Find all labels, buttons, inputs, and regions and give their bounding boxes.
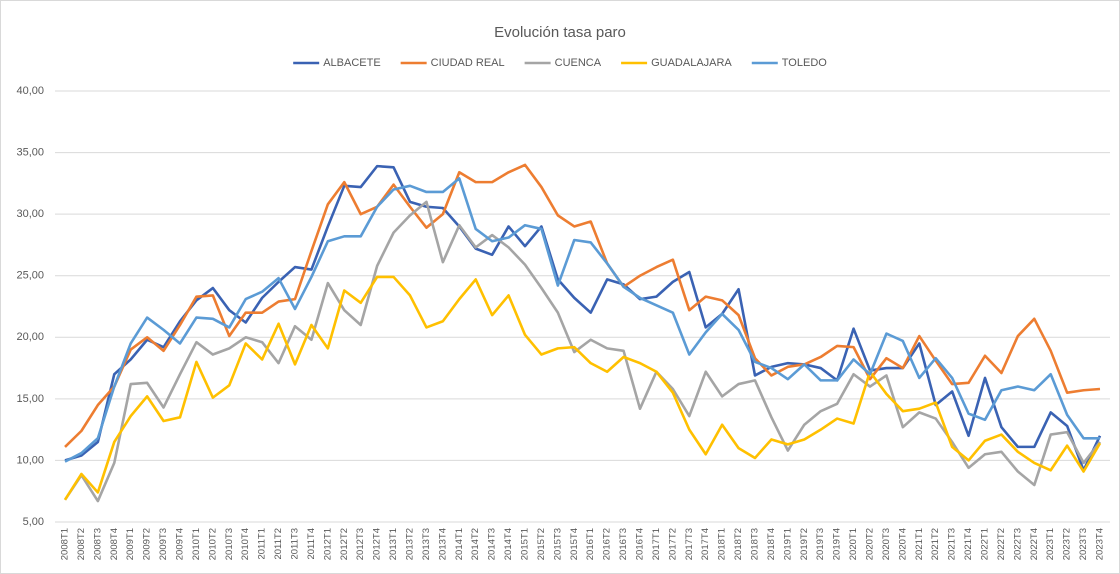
- legend-label: CIUDAD REAL: [431, 57, 505, 69]
- x-tick-label: 2010T2: [207, 528, 218, 560]
- x-tick-label: 2015T1: [520, 528, 531, 560]
- x-tick-label: 2016T2: [602, 528, 613, 560]
- x-tick-label: 2014T1: [454, 528, 465, 560]
- x-tick-label: 2019T3: [815, 528, 826, 560]
- y-tick-label: 20,00: [16, 331, 44, 343]
- series-line: [64, 164, 1102, 472]
- y-tick-label: 30,00: [16, 208, 44, 220]
- x-tick-label: 2009T1: [125, 528, 136, 560]
- x-tick-label: 2011T2: [273, 528, 284, 560]
- y-tick-label: 40,00: [16, 85, 44, 97]
- x-tick-label: 2008T1: [60, 528, 71, 560]
- x-tick-label: 2009T2: [142, 528, 153, 560]
- x-tick-label: 2012T4: [372, 528, 383, 560]
- x-tick-label: 2017T3: [684, 528, 695, 560]
- x-tick-label: 2011T1: [257, 528, 268, 560]
- x-tick-label: 2010T4: [240, 528, 251, 560]
- x-tick-label: 2018T4: [766, 528, 777, 560]
- x-tick-label: 2015T2: [536, 528, 547, 560]
- x-tick-label: 2010T3: [224, 528, 235, 560]
- series-line: [64, 177, 1100, 463]
- x-tick-label: 2021T3: [947, 528, 958, 560]
- x-tick-label: 2019T4: [832, 528, 843, 560]
- x-tick-label: 2018T2: [733, 528, 744, 560]
- y-tick-label: 10,00: [16, 454, 44, 466]
- x-tick-label: 2012T1: [322, 528, 333, 560]
- x-tick-label: 2021T1: [914, 528, 925, 560]
- x-tick-label: 2018T1: [717, 528, 728, 560]
- x-tick-label: 2009T3: [158, 528, 169, 560]
- legend-label: GUADALAJARA: [651, 57, 732, 69]
- x-tick-label: 2018T3: [750, 528, 761, 560]
- x-tick-label: 2020T4: [897, 528, 908, 560]
- x-tick-label: 2013T2: [405, 528, 416, 560]
- x-tick-label: 2012T3: [355, 528, 366, 560]
- x-tick-label: 2023T4: [1095, 528, 1106, 560]
- x-tick-label: 2020T1: [848, 528, 859, 560]
- x-tick-label: 2022T2: [996, 528, 1007, 560]
- x-tick-label: 2010T1: [191, 528, 202, 560]
- legend-label: ALBACETE: [323, 57, 380, 69]
- x-tick-label: 2017T1: [651, 528, 662, 560]
- x-tick-label: 2019T1: [782, 528, 793, 560]
- x-tick-label: 2013T4: [437, 528, 448, 560]
- x-tick-label: 2013T3: [421, 528, 432, 560]
- chart-title: Evolución tasa paro: [494, 24, 626, 41]
- x-tick-label: 2022T1: [980, 528, 991, 560]
- x-tick-label: 2015T4: [569, 528, 580, 560]
- x-tick-label: 2016T1: [585, 528, 596, 560]
- x-tick-label: 2014T4: [503, 528, 514, 560]
- x-tick-label: 2020T2: [865, 528, 876, 560]
- x-tick-label: 2022T4: [1029, 528, 1040, 560]
- legend-label: CUENCA: [555, 57, 602, 69]
- x-tick-label: 2019T2: [799, 528, 810, 560]
- x-tick-label: 2012T2: [339, 528, 350, 560]
- y-tick-label: 25,00: [16, 270, 44, 282]
- x-tick-label: 2014T3: [487, 528, 498, 560]
- x-tick-label: 2009T4: [175, 528, 186, 560]
- series-line: [63, 275, 1102, 501]
- x-tick-label: 2008T2: [76, 528, 87, 560]
- x-tick-label: 2016T3: [618, 528, 629, 560]
- x-tick-label: 2023T2: [1062, 528, 1073, 560]
- series-line: [63, 200, 1102, 503]
- x-tick-label: 2011T3: [290, 528, 301, 560]
- x-tick-label: 2021T2: [930, 528, 941, 560]
- x-tick-label: 2015T3: [552, 528, 563, 560]
- x-tick-label: 2008T4: [109, 528, 120, 560]
- x-tick-label: 2016T4: [635, 528, 646, 560]
- x-tick-label: 2020T3: [881, 528, 892, 560]
- x-tick-label: 2014T2: [470, 528, 481, 560]
- y-tick-label: 15,00: [16, 393, 44, 405]
- x-tick-label: 2008T3: [92, 528, 103, 560]
- x-tick-label: 2011T4: [306, 528, 317, 560]
- x-tick-label: 2023T1: [1045, 528, 1056, 560]
- x-tick-label: 2013T1: [388, 528, 399, 560]
- series-line: [64, 163, 1101, 448]
- x-tick-label: 2021T4: [963, 528, 974, 560]
- x-tick-label: 2023T3: [1078, 528, 1089, 560]
- legend-label: TOLEDO: [782, 57, 827, 69]
- y-tick-label: 35,00: [16, 146, 44, 158]
- x-tick-label: 2017T2: [667, 528, 678, 560]
- x-tick-label: 2017T4: [700, 528, 711, 560]
- x-tick-label: 2022T3: [1012, 528, 1023, 560]
- y-tick-label: 5,00: [23, 516, 44, 528]
